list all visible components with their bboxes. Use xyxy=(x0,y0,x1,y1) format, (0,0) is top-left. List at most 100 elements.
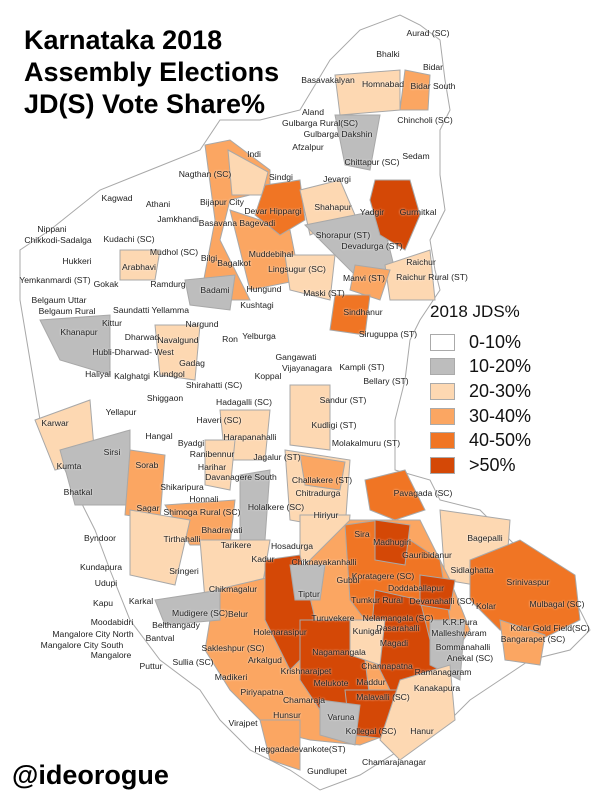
constituency-label: Haveri (SC) xyxy=(196,415,242,425)
legend-item: >50% xyxy=(430,453,531,478)
constituency-label: Chiknayakanhalli xyxy=(291,557,357,567)
legend-swatch xyxy=(430,382,455,400)
constituency-label: Tirthahalli xyxy=(163,534,201,544)
constituency-label: Nippani xyxy=(37,224,67,234)
constituency-label: Nargund xyxy=(185,319,219,329)
constituency-label: Nelamangala (SC) xyxy=(362,613,434,623)
legend-label: 40-50% xyxy=(469,430,532,451)
constituency-label: Piriyapatna xyxy=(240,687,284,697)
constituency-label: Shikaripura xyxy=(160,482,204,492)
constituency-label: Gundlupet xyxy=(307,766,347,776)
legend-title: 2018 JDS% xyxy=(430,302,520,321)
constituency-label: Devar Hippargi xyxy=(244,206,302,216)
constituency-label: Nagthan (SC) xyxy=(178,169,232,179)
constituency-label: Srinivaspur xyxy=(506,577,550,587)
constituency-region xyxy=(154,324,201,381)
constituency-label: Kolar xyxy=(475,601,497,611)
constituency-label: Hunsur xyxy=(273,710,301,720)
constituency-label: Belgaum Rural xyxy=(38,306,96,316)
constituency-label: Gadag xyxy=(179,358,205,368)
constituency-label: Doddaballapur xyxy=(388,583,444,593)
constituency-label: Basavana Bagevadi xyxy=(198,218,276,228)
constituency-label: Bangarapet (SC) xyxy=(500,634,566,644)
constituency-region xyxy=(369,179,421,251)
constituency-label: Mangalore City North xyxy=(52,629,134,639)
constituency-region xyxy=(334,69,401,116)
constituency-label: Koppal xyxy=(254,371,282,381)
constituency-label: Malleshwaram xyxy=(431,628,487,638)
constituency-label: Shorapur (ST) xyxy=(315,230,371,240)
constituency-region xyxy=(469,539,581,641)
constituency-region xyxy=(499,619,546,666)
credit-handle: @ideorogue xyxy=(12,760,169,790)
constituency-label: Basavakalyan xyxy=(301,75,355,85)
constituency-label: Varuna xyxy=(327,712,355,722)
constituency-label: Haliyal xyxy=(85,369,111,379)
constituency-label: Maski (ST) xyxy=(303,288,345,298)
constituency-label: Sringeri xyxy=(169,566,199,576)
constituency-label: Kudachi (SC) xyxy=(103,234,155,244)
constituency-label: Yadgir xyxy=(359,207,385,217)
legend-swatch xyxy=(430,456,455,474)
constituency-label: Byadgi xyxy=(177,438,205,448)
constituency-label: Kudligi (ST) xyxy=(311,420,357,430)
legend-item: 10-20% xyxy=(430,355,531,380)
constituency-label: Molakalmuru (ST) xyxy=(331,438,401,448)
constituency-label: Turuvekere xyxy=(311,613,355,623)
constituency-label: Arabhavi xyxy=(122,262,156,272)
constituency-label: Bellary (ST) xyxy=(363,376,409,386)
constituency-label: Athani xyxy=(145,199,171,209)
constituency-label: Bhadravati xyxy=(201,525,243,535)
constituency-label: Bidar South xyxy=(410,81,456,91)
constituency-label: Virajpet xyxy=(228,718,258,728)
constituency-region xyxy=(334,114,381,171)
constituency-label: Sandur (ST) xyxy=(319,395,367,405)
constituency-label: Mulbagal (SC) xyxy=(529,599,585,609)
constituency-label: Bijapur City xyxy=(200,197,244,207)
constituency-region xyxy=(429,619,466,681)
constituency-region xyxy=(349,264,391,301)
constituency-label: Sidlaghatta xyxy=(450,565,494,575)
constituency-label: Ron xyxy=(222,334,238,344)
legend-swatch xyxy=(430,358,455,376)
constituency-label: Nagamangala xyxy=(312,647,366,657)
constituency-label: Tarikere xyxy=(220,540,252,550)
constituency-label: Devadurga (ST) xyxy=(341,241,403,251)
constituency-label: Navalgund xyxy=(157,335,199,345)
constituency-label: Harapanahalli xyxy=(223,432,277,442)
constituency-label: Shirahatti (SC) xyxy=(185,380,243,390)
constituency-label: Yellapur xyxy=(105,407,137,417)
constituency-label: Kagwad xyxy=(101,193,133,203)
constituency-label: Holenarasipur xyxy=(253,627,307,637)
constituency-label: Chittapur (SC) xyxy=(344,157,400,167)
constituency-label: Ramanagaram xyxy=(414,667,472,677)
constituency-label: Chikkodi-Sadalga xyxy=(24,235,92,245)
constituency-label: Sirsi xyxy=(103,447,121,457)
constituency-label: Kolar Gold Field(SC) xyxy=(510,623,590,633)
constituency-label: Hangal xyxy=(145,431,173,441)
constituency-label: Gauribidanur xyxy=(402,550,452,560)
legend-swatch xyxy=(430,407,455,425)
constituency-label: Hubli-Dharwad- West xyxy=(92,347,174,357)
constituency-label: Mangalore City South xyxy=(40,640,124,650)
constituency-region xyxy=(119,249,161,281)
constituency-region xyxy=(419,574,456,611)
constituency-label: Vijayanagara xyxy=(281,363,333,373)
constituency-label: Aland xyxy=(302,107,324,117)
constituency-label: Kunigal xyxy=(352,626,382,636)
constituency-label: Kundgol xyxy=(153,369,185,379)
constituency-label: Kittur xyxy=(101,318,123,328)
constituency-label: Mangalore xyxy=(90,650,132,660)
constituency-label: Belthangady xyxy=(152,620,200,630)
constituency-label: Belur xyxy=(227,609,249,619)
constituency-region xyxy=(254,179,306,236)
constituency-label: Mudigere (SC) xyxy=(172,608,228,618)
constituency-label: Bagepalli xyxy=(467,533,503,543)
constituency-label: Arkalgud xyxy=(248,655,282,665)
constituency-region xyxy=(374,519,411,566)
constituency-label: Melukote xyxy=(313,678,349,688)
constituency-label: Yemkanmardi (ST) xyxy=(19,275,91,285)
constituency-label: Sedam xyxy=(402,151,430,161)
constituency-label: Karwar xyxy=(41,418,69,428)
constituency-label: Shimoga Rural (SC) xyxy=(163,507,241,517)
